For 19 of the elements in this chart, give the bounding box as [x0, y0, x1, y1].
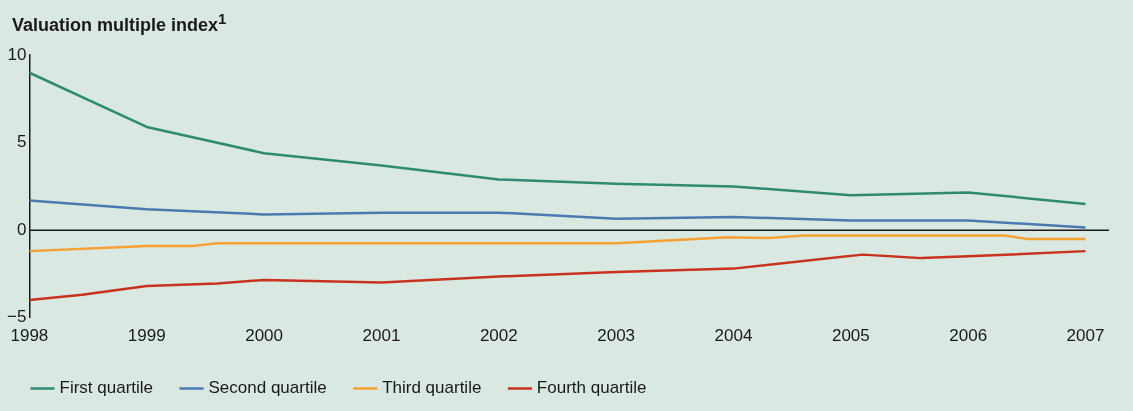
- y-tick-label: −5: [6, 307, 27, 327]
- x-tick-label: 2005: [831, 326, 870, 346]
- x-tick-label: 2004: [714, 326, 753, 346]
- x-tick-label: 2006: [949, 326, 988, 346]
- x-tick-label: 2002: [479, 326, 518, 346]
- legend-label: Third quartile: [382, 378, 482, 398]
- chart-title: Valuation multiple index$^{1}$: [12, 10, 227, 36]
- x-tick-label: 2000: [245, 326, 283, 346]
- x-tick-label: 2001: [362, 326, 401, 346]
- legend-label: Fourth quartile: [536, 378, 647, 398]
- y-tick-label: 0: [16, 219, 27, 239]
- y-tick-label: 5: [16, 132, 27, 152]
- y-tick-label: 10: [7, 44, 27, 64]
- legend-label: Second quartile: [208, 378, 327, 398]
- x-tick-label: 1998: [10, 326, 49, 346]
- x-tick-label: 1999: [127, 326, 166, 346]
- legend-label: First quartile: [59, 378, 154, 398]
- x-tick-label: 2007: [1066, 326, 1105, 346]
- x-tick-label: 2003: [597, 326, 636, 346]
